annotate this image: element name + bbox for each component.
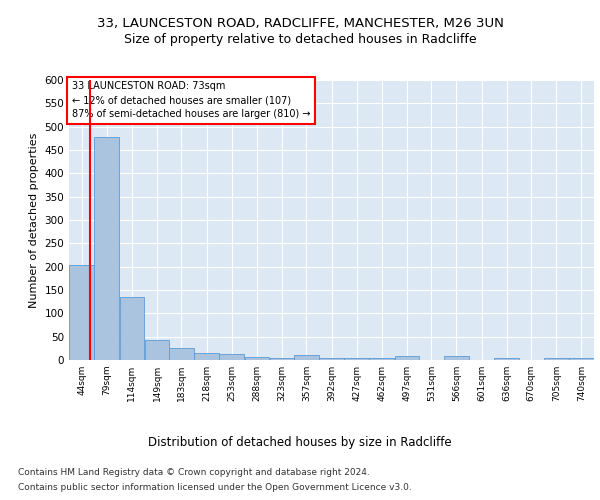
- Text: 33, LAUNCESTON ROAD, RADCLIFFE, MANCHESTER, M26 3UN: 33, LAUNCESTON ROAD, RADCLIFFE, MANCHEST…: [97, 18, 503, 30]
- Bar: [395, 356, 419, 360]
- Bar: [94, 137, 119, 360]
- Y-axis label: Number of detached properties: Number of detached properties: [29, 132, 39, 308]
- Bar: [344, 358, 369, 360]
- Bar: [119, 297, 144, 360]
- Bar: [544, 358, 569, 360]
- Text: Contains HM Land Registry data © Crown copyright and database right 2024.: Contains HM Land Registry data © Crown c…: [18, 468, 370, 477]
- Bar: [245, 357, 269, 360]
- Bar: [269, 358, 294, 360]
- Bar: [69, 266, 94, 360]
- Text: Contains public sector information licensed under the Open Government Licence v3: Contains public sector information licen…: [18, 483, 412, 492]
- Bar: [319, 358, 344, 360]
- Bar: [569, 358, 594, 360]
- Bar: [494, 358, 519, 360]
- Bar: [294, 356, 319, 360]
- Bar: [145, 340, 169, 360]
- Bar: [444, 356, 469, 360]
- Bar: [169, 348, 194, 360]
- Text: Size of property relative to detached houses in Radcliffe: Size of property relative to detached ho…: [124, 32, 476, 46]
- Bar: [194, 353, 219, 360]
- Bar: [370, 358, 394, 360]
- Bar: [220, 354, 244, 360]
- Text: Distribution of detached houses by size in Radcliffe: Distribution of detached houses by size …: [148, 436, 452, 449]
- Text: 33 LAUNCESTON ROAD: 73sqm
← 12% of detached houses are smaller (107)
87% of semi: 33 LAUNCESTON ROAD: 73sqm ← 12% of detac…: [71, 82, 310, 120]
